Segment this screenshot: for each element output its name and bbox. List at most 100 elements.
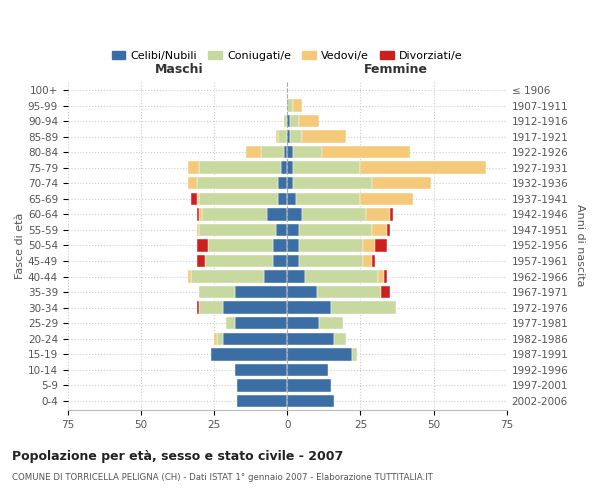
Bar [197,192,199,205]
Bar [188,162,199,174]
Bar [287,130,290,143]
Bar [293,100,302,112]
Text: Popolazione per età, sesso e stato civile - 2007: Popolazione per età, sesso e stato civil… [12,450,343,463]
Bar [238,379,287,392]
Legend: Celibi/Nubili, Coniugati/e, Vedovi/e, Divorziati/e: Celibi/Nubili, Coniugati/e, Vedovi/e, Di… [107,46,467,66]
Bar [384,270,387,283]
Bar [188,177,197,190]
Bar [202,208,267,220]
Bar [197,208,199,220]
Bar [214,332,217,345]
Bar [199,208,202,220]
Bar [275,224,287,236]
Bar [364,255,372,267]
Bar [246,146,261,158]
Bar [235,364,287,376]
Bar [191,270,264,283]
Bar [287,146,293,158]
Bar [211,348,287,360]
Bar [284,146,287,158]
Bar [287,286,317,298]
Bar [191,192,197,205]
Bar [199,302,223,314]
Bar [364,239,375,252]
Bar [287,270,305,283]
Bar [361,192,413,205]
Bar [199,192,278,205]
Bar [334,332,346,345]
Bar [238,394,287,407]
Bar [199,162,281,174]
Bar [381,286,389,298]
Bar [378,270,384,283]
Bar [375,239,387,252]
Bar [199,286,235,298]
Bar [287,332,334,345]
Bar [223,302,287,314]
Bar [287,394,334,407]
Bar [284,115,287,128]
Bar [272,239,287,252]
Bar [290,115,299,128]
Bar [372,255,375,267]
Bar [317,286,381,298]
Text: COMUNE DI TORRICELLA PELIGNA (CH) - Dati ISTAT 1° gennaio 2007 - Elaborazione TU: COMUNE DI TORRICELLA PELIGNA (CH) - Dati… [12,472,433,482]
Bar [299,239,364,252]
Bar [322,146,410,158]
Bar [197,224,199,236]
Bar [287,255,299,267]
Text: Femmine: Femmine [364,63,428,76]
Bar [290,130,302,143]
Bar [287,100,293,112]
Bar [293,162,361,174]
Bar [199,224,275,236]
Bar [302,208,366,220]
Bar [235,286,287,298]
Bar [302,130,346,143]
Bar [197,302,199,314]
Bar [235,317,287,330]
Bar [208,239,272,252]
Bar [299,224,372,236]
Bar [261,146,284,158]
Bar [275,130,278,143]
Bar [267,208,287,220]
Bar [287,192,296,205]
Text: Maschi: Maschi [155,63,203,76]
Bar [293,146,322,158]
Bar [223,332,287,345]
Bar [287,302,331,314]
Bar [296,192,361,205]
Bar [197,255,205,267]
Bar [278,177,287,190]
Bar [287,348,352,360]
Bar [287,177,293,190]
Bar [372,224,387,236]
Bar [197,239,208,252]
Bar [287,364,328,376]
Bar [361,162,486,174]
Bar [287,239,299,252]
Bar [331,302,395,314]
Bar [387,224,389,236]
Bar [264,270,287,283]
Bar [287,317,319,330]
Bar [287,379,331,392]
Bar [293,177,372,190]
Bar [372,177,431,190]
Bar [272,255,287,267]
Bar [281,162,287,174]
Bar [287,115,290,128]
Bar [188,270,191,283]
Bar [299,115,319,128]
Bar [278,130,287,143]
Bar [287,162,293,174]
Bar [319,317,343,330]
Bar [305,270,378,283]
Bar [217,332,223,345]
Bar [226,317,235,330]
Bar [278,192,287,205]
Bar [205,255,272,267]
Bar [287,208,302,220]
Bar [389,208,392,220]
